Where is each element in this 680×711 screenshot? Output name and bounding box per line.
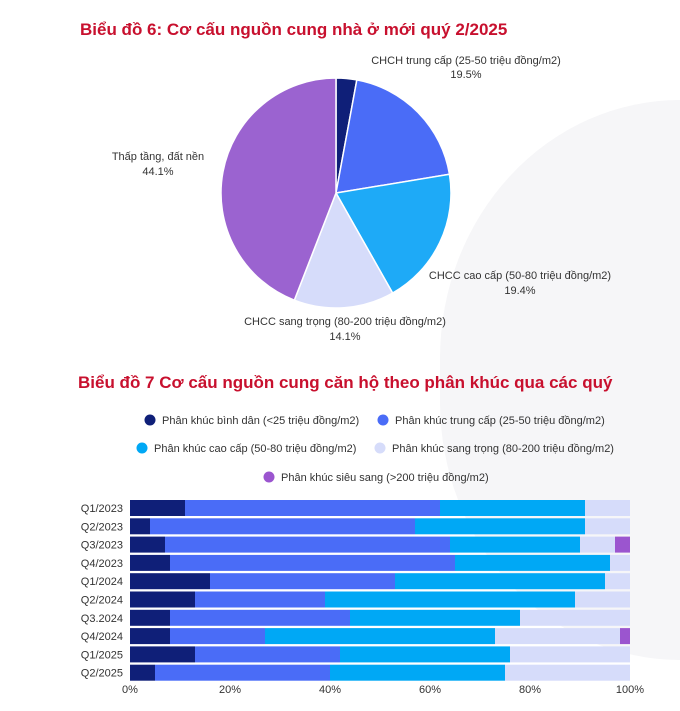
- bar-segment: [395, 573, 605, 590]
- bar-segment: [440, 500, 585, 516]
- bar-segment: [495, 628, 620, 645]
- bar-segment: [325, 591, 575, 608]
- bar-segment: [265, 628, 495, 645]
- bar-segment: [575, 591, 630, 608]
- bar-segment: [210, 573, 395, 590]
- pie-slice: [335, 79, 451, 194]
- x-tick-label: 60%: [419, 684, 441, 696]
- category-label: Q4/2023: [81, 558, 123, 570]
- bar-segment: [605, 573, 630, 590]
- category-label: Q3/2023: [81, 540, 123, 552]
- bar-segment: [130, 518, 150, 535]
- bar-segment: [510, 646, 630, 663]
- legend-marker: [374, 442, 386, 454]
- bar-segment: [130, 646, 195, 663]
- category-label: Q1/2025: [81, 649, 123, 661]
- category-label: Q2/2025: [81, 668, 123, 680]
- legend-label: Phân khúc siêu sang (>200 triệu đồng/m2): [281, 472, 489, 484]
- x-tick-label: 100%: [616, 684, 644, 696]
- category-label: Q1/2023: [81, 503, 123, 515]
- bar-segment: [585, 500, 630, 516]
- bar-segment: [150, 518, 415, 535]
- pie-slice: [293, 191, 394, 309]
- bar-segment: [130, 609, 170, 626]
- bar-segment: [580, 536, 615, 553]
- category-label: Q2/2023: [81, 521, 123, 533]
- legend-marker: [144, 414, 156, 426]
- pie-chart-title: Biểu đồ 6: Cơ cấu nguồn cung nhà ở mới q…: [80, 20, 508, 39]
- bar-segment: [195, 646, 340, 663]
- pie-label-value: 14.1%: [329, 331, 360, 343]
- bar-segment: [130, 628, 170, 645]
- pie-label-name: Thấp tầng, đất nền: [112, 151, 204, 163]
- bar-segment: [610, 554, 630, 571]
- bar-segment: [130, 664, 155, 681]
- pie-label-value: 19.5%: [450, 69, 481, 81]
- pie-label-value: 19.4%: [504, 285, 535, 297]
- legend-label: Phân khúc bình dân (<25 triệu đồng/m2): [162, 415, 359, 427]
- bar-segment: [520, 609, 630, 626]
- bar-segment: [170, 554, 455, 571]
- bar-segment: [170, 628, 265, 645]
- legend-marker: [377, 414, 389, 426]
- bar-segment: [340, 646, 510, 663]
- bar-segment: [615, 536, 630, 553]
- bar-segment: [455, 554, 610, 571]
- bar-segment: [155, 664, 330, 681]
- pie-label-name: CHCH trung cấp (25-50 triệu đồng/m2): [371, 55, 561, 67]
- legend-label: Phân khúc trung cấp (25-50 triệu đồng/m2…: [395, 415, 605, 427]
- category-label: Q2/2024: [81, 595, 123, 607]
- x-tick-label: 80%: [519, 684, 541, 696]
- bar-segment: [130, 554, 170, 571]
- x-tick-label: 0%: [122, 684, 138, 696]
- bar-segment: [130, 536, 165, 553]
- bar-segment: [415, 518, 585, 535]
- bar-chart-title: Biểu đồ 7 Cơ cấu nguồn cung căn hộ theo …: [78, 373, 613, 392]
- legend-marker: [136, 442, 148, 454]
- pie-label-value: 44.1%: [142, 166, 173, 178]
- pie-slice: [220, 77, 337, 302]
- pie-label-name: CHCC sang trọng (80-200 triệu đồng/m2): [244, 316, 446, 328]
- bar-segment: [330, 664, 505, 681]
- bar-segment: [585, 518, 630, 535]
- legend-label: Phân khúc cao cấp (50-80 triệu đồng/m2): [154, 443, 356, 455]
- bar-segment: [195, 591, 325, 608]
- pie-label-name: CHCC cao cấp (50-80 triệu đồng/m2): [429, 270, 611, 282]
- bar-segment: [620, 628, 630, 645]
- pie-slice: [334, 173, 452, 295]
- bar-segment: [130, 591, 195, 608]
- bar-segment: [505, 664, 630, 681]
- legend-label: Phân khúc sang trọng (80-200 triệu đồng/…: [392, 443, 614, 455]
- category-label: Q1/2024: [81, 576, 123, 588]
- bar-segment: [450, 536, 580, 553]
- category-label: Q4/2024: [81, 631, 123, 643]
- bar-segment: [350, 609, 520, 626]
- category-label: Q3.2024: [81, 613, 123, 625]
- bar-segment: [185, 500, 440, 516]
- x-tick-label: 20%: [219, 684, 241, 696]
- legend-marker: [263, 471, 275, 483]
- bar-segment: [130, 500, 185, 516]
- bar-segment: [130, 573, 210, 590]
- x-tick-label: 40%: [319, 684, 341, 696]
- bar-segment: [165, 536, 450, 553]
- bar-segment: [170, 609, 350, 626]
